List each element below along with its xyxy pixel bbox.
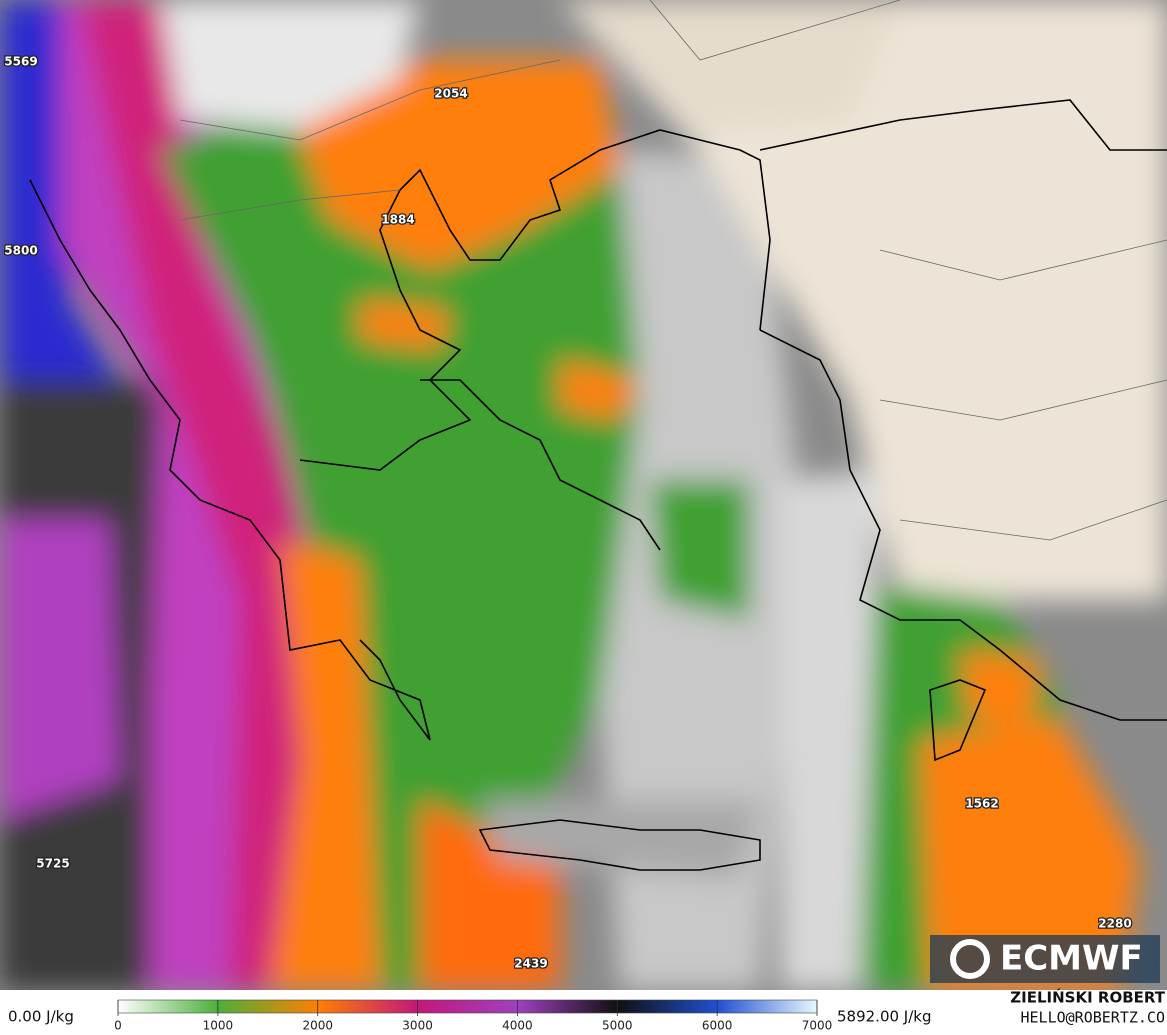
field: ECMWF — [0, 0, 1167, 990]
logo: ECMWF — [930, 935, 1160, 983]
colorbar-tick-label: 5000 — [602, 1019, 633, 1033]
value-label: 2280 — [1098, 917, 1131, 931]
colorbar-tick-label: 6000 — [702, 1019, 733, 1033]
value-label: 5800 — [4, 244, 37, 258]
colorbar-tick-label: 2000 — [302, 1019, 333, 1033]
value-label: 1562 — [965, 797, 998, 811]
value-label: 2054 — [434, 87, 467, 101]
value-label: 5725 — [36, 857, 69, 871]
credit-author: ZIELIŃSKI ROBERT — [1010, 988, 1165, 1007]
logo-text: ECMWF — [1000, 939, 1143, 979]
value-label: 2439 — [514, 957, 547, 971]
colorbar-tick-label: 7000 — [802, 1019, 833, 1033]
value-label: 1884 — [381, 213, 414, 227]
colorbar — [117, 999, 818, 1014]
colorbar-tick-label: 3000 — [402, 1019, 433, 1033]
colorbar-tick-label: 4000 — [502, 1019, 533, 1033]
colorbar-max-label: 5892.00 J/kg — [837, 1008, 931, 1026]
colorbar-tick-label: 1000 — [203, 1019, 234, 1033]
coastlines — [29, 99, 1167, 871]
colorbar-tick-label: 0 — [114, 1019, 122, 1033]
credit-contact: HELLO@ROBERTZ.CO — [1021, 1009, 1166, 1027]
borders — [179, 0, 1167, 541]
logo-icon — [950, 939, 990, 979]
value-label: 5569 — [4, 55, 37, 69]
colorbar-min-label: 0.00 J/kg — [8, 1008, 74, 1026]
